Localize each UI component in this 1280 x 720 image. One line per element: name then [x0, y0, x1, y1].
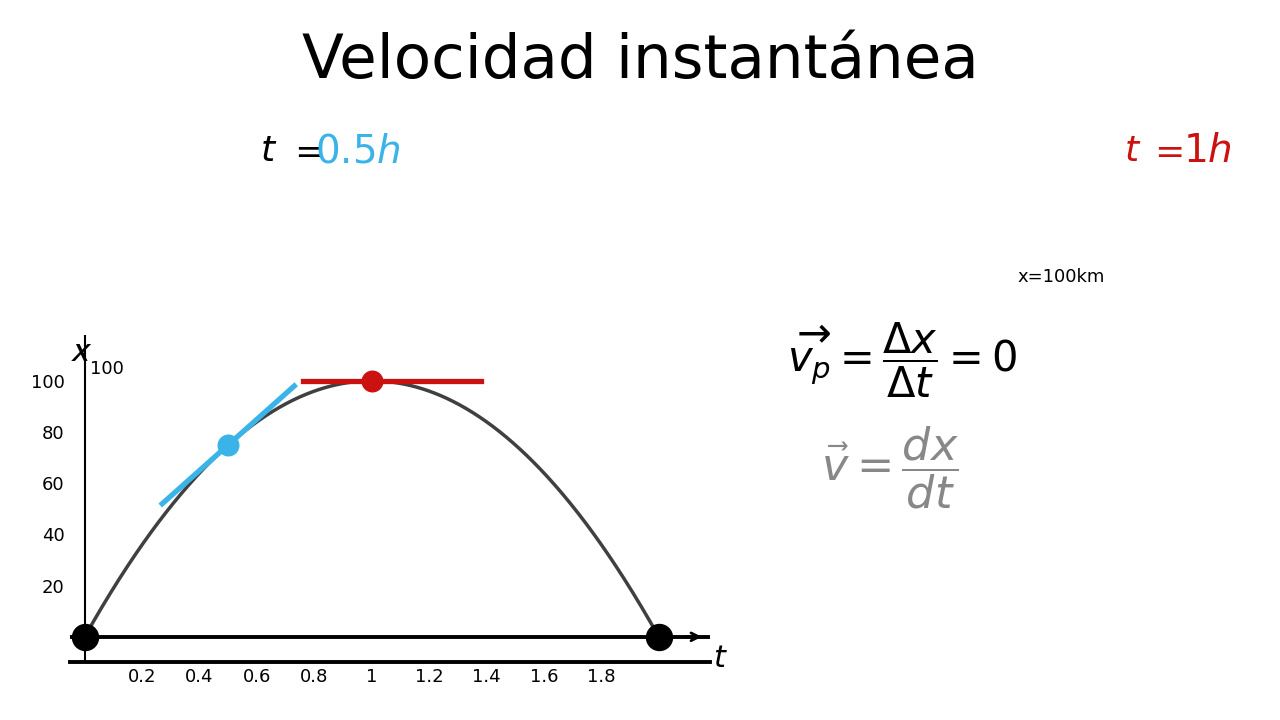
Text: Velocidad instantánea: Velocidad instantánea	[302, 32, 978, 91]
Text: $1h$: $1h$	[1183, 132, 1231, 170]
Point	[361, 375, 381, 387]
Text: $0.5h$: $0.5h$	[315, 132, 402, 170]
Text: $=$: $=$	[1147, 134, 1183, 168]
Text: $\vec{v} = \dfrac{dx}{dt}$: $\vec{v} = \dfrac{dx}{dt}$	[820, 425, 959, 511]
Text: $t$: $t$	[713, 644, 728, 673]
Text: $\mathcal{x}$: $\mathcal{x}$	[69, 331, 92, 369]
Point	[218, 439, 238, 451]
Text: $t$: $t$	[1124, 134, 1142, 168]
Point	[649, 631, 669, 642]
Text: $=$: $=$	[287, 134, 323, 168]
Text: x=100km: x=100km	[1018, 268, 1105, 286]
Text: $\overrightarrow{v_p} = \dfrac{\Delta x}{\Delta t} = 0$: $\overrightarrow{v_p} = \dfrac{\Delta x}…	[787, 320, 1018, 400]
Text: $t$: $t$	[260, 134, 278, 168]
Point	[74, 631, 95, 642]
Text: 100: 100	[91, 360, 124, 378]
